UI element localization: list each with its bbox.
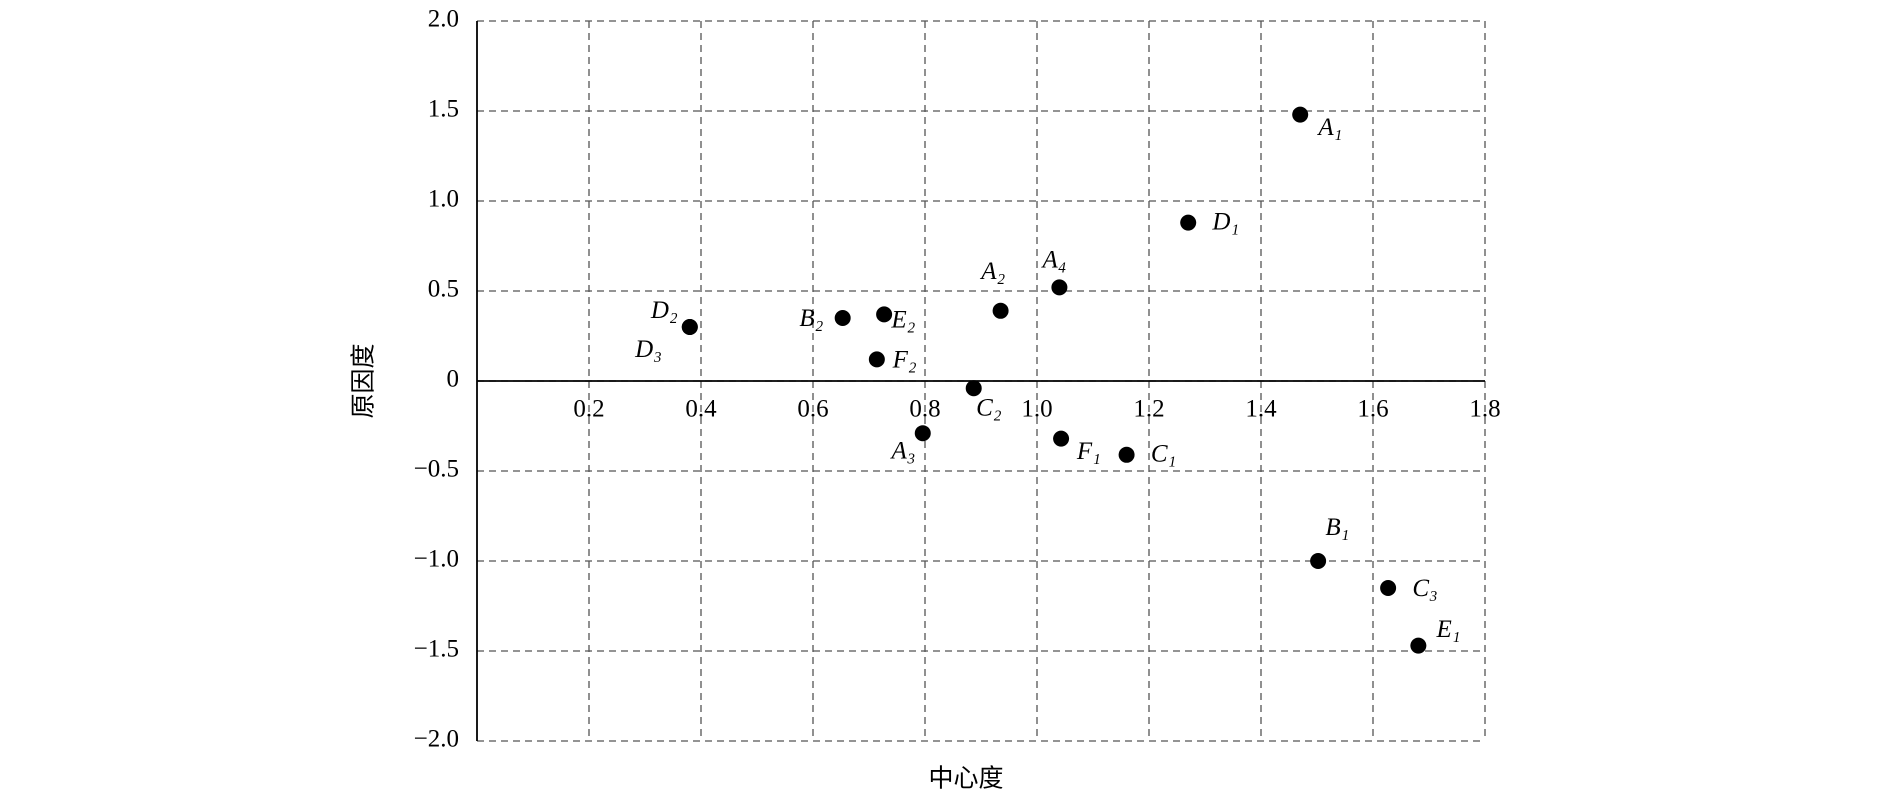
y-tick-label: −2.0 bbox=[414, 726, 459, 753]
x-tick-label: 0.6 bbox=[797, 396, 828, 423]
x-tick-label: 1.6 bbox=[1357, 396, 1388, 423]
y-tick-label: −1.0 bbox=[414, 546, 459, 573]
x-tick-label: 0.4 bbox=[685, 396, 717, 423]
point bbox=[1292, 106, 1309, 123]
point-label: C₃ bbox=[1412, 575, 1437, 602]
y-tick-label: 0 bbox=[447, 366, 460, 393]
point bbox=[868, 351, 885, 368]
point-label: D₃ bbox=[634, 336, 662, 363]
point-label: C₁ bbox=[1151, 441, 1176, 468]
x-tick-label: 1.4 bbox=[1245, 396, 1277, 423]
point-label: E₂ bbox=[890, 306, 915, 333]
x-tick-label: 1.0 bbox=[1021, 396, 1052, 423]
point bbox=[1410, 637, 1427, 654]
point bbox=[1051, 279, 1068, 296]
point bbox=[992, 302, 1009, 319]
point bbox=[876, 306, 893, 323]
y-tick-label: −1.5 bbox=[414, 636, 459, 663]
x-tick-label: 0.8 bbox=[909, 396, 940, 423]
point-label: A₃ bbox=[890, 437, 916, 464]
y-tick-label: 0.5 bbox=[428, 276, 459, 303]
point-label: B₁ bbox=[1325, 514, 1349, 541]
point bbox=[1310, 553, 1327, 569]
point bbox=[1118, 446, 1135, 463]
point-label: D₁ bbox=[1211, 209, 1239, 236]
y-axis-title: 原因度 bbox=[350, 343, 378, 418]
point-label: A₂ bbox=[979, 258, 1005, 285]
x-tick-label: 1.8 bbox=[1469, 396, 1500, 423]
y-tick-label: 1.5 bbox=[428, 96, 459, 123]
y-tick-label: −0.5 bbox=[414, 456, 459, 483]
point-label: C₂ bbox=[976, 395, 1002, 422]
x-axis-title: 中心度 bbox=[928, 765, 1003, 793]
y-tick-label: 1.0 bbox=[428, 186, 459, 213]
point-label: A₄ bbox=[1040, 247, 1066, 274]
point bbox=[965, 380, 982, 397]
point bbox=[1053, 430, 1070, 447]
y-tick-label: 2.0 bbox=[428, 6, 459, 33]
x-tick-label: 1.2 bbox=[1133, 396, 1164, 423]
x-tick-label: 0.2 bbox=[573, 396, 604, 423]
point-label: A₁ bbox=[1316, 114, 1342, 141]
point-label: E₁ bbox=[1436, 616, 1461, 643]
point-label: D₂ bbox=[650, 297, 678, 324]
point-label: F₁ bbox=[1076, 438, 1101, 465]
point bbox=[834, 310, 851, 326]
point-label: B₂ bbox=[799, 305, 823, 332]
point bbox=[1180, 214, 1197, 231]
point bbox=[914, 425, 931, 442]
point bbox=[681, 319, 698, 335]
point bbox=[1380, 580, 1397, 596]
point-label: F₂ bbox=[892, 347, 917, 374]
